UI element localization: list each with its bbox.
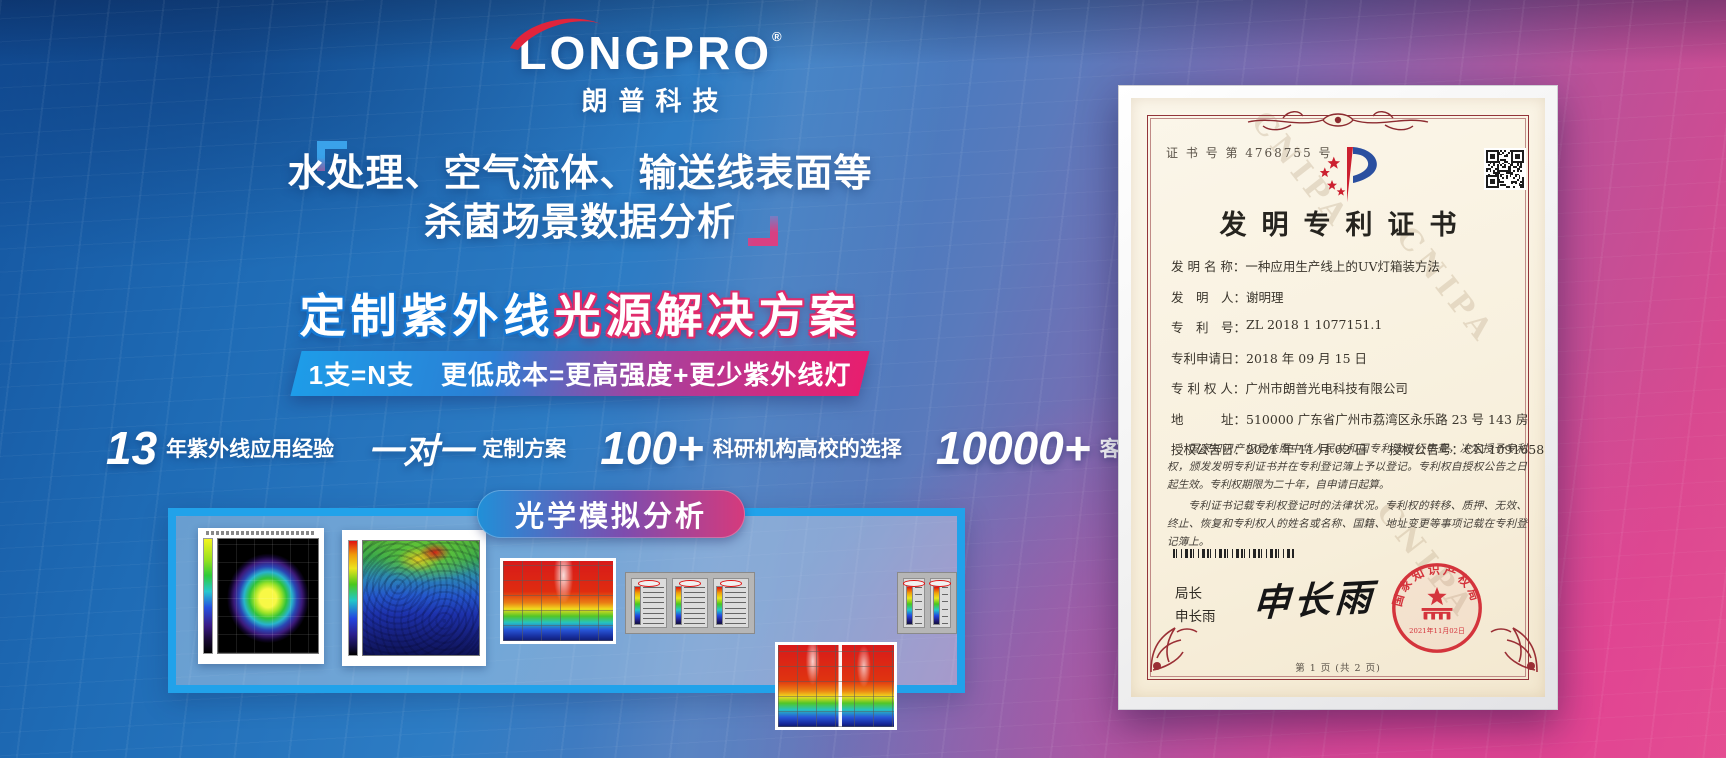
solution-title: 定制紫外线光源解决方案: [230, 280, 930, 346]
director-signature: 申长雨: [1251, 574, 1377, 626]
page-note: 第 1 页 (共 2 页): [1295, 663, 1381, 674]
legend-gradient: [675, 586, 682, 625]
headline: 水处理、空气流体、输送线表面等 杀菌场景数据分析: [230, 150, 930, 247]
stat-one-on-one: 一对一 定制方案: [368, 423, 566, 474]
stat-value: 100+: [600, 422, 704, 474]
stat-label: 科研机构高校的选择: [712, 438, 902, 461]
logo-text: LONGPRO: [518, 27, 772, 79]
noisy-heatmap-plot: [362, 540, 480, 656]
solution-title-left: 定制紫外线: [299, 290, 555, 342]
sim-thumb-legend-panel-1: [625, 572, 755, 634]
legend-ticks: [684, 586, 705, 625]
qr-code: [1484, 148, 1526, 190]
cnipa-logo: [1319, 147, 1377, 202]
certificate-number: 证 书 号 第 4768755 号: [1166, 146, 1333, 160]
stat-value: 一对一: [368, 431, 474, 471]
corner-flourish-left: [1150, 627, 1198, 673]
certificate-body-text: 国家知识产权局依照中华人民共和国专利法进行审查，决定授予专利权，颁发发明专利证书…: [1167, 440, 1527, 551]
registered-mark: ®: [771, 29, 782, 44]
patent-certificate-frame: CNIPA CNIPA CNIPA 证 书 号 第 4768755 号: [1118, 85, 1558, 710]
logo-subtext: 朗普科技: [581, 86, 730, 116]
official-red-seal: 国家知识产权局 2021年11月02日: [1390, 562, 1482, 653]
legend-gradient: [716, 586, 723, 625]
highlight-ellipse: [902, 580, 925, 587]
field-patent-number: 专 利 号： ZL 2018 1 1077151.1: [1171, 317, 1383, 335]
certificate-title: 发明专利证书: [1219, 210, 1472, 241]
stat-experience: 13 年紫外线应用经验: [106, 421, 334, 475]
stats-row: 13 年紫外线应用经验 一对一 定制方案 100+ 科研机构高校的选择 1000…: [106, 421, 1226, 475]
stat-value: 13: [106, 422, 158, 474]
legend-gradient: [906, 586, 913, 625]
thumb-caption-placeholder: [206, 531, 316, 535]
stat-label: 定制方案: [482, 438, 567, 461]
solution-title-right: 光源解决方案: [554, 290, 861, 342]
field-address: 地 址： 510000 广东省广州市荔湾区永乐路 23 号 143 房: [1171, 411, 1529, 427]
sim-thumb-thermal-map-1: [500, 558, 616, 644]
legend-ticks: [941, 586, 948, 625]
director-label: 局长: [1175, 586, 1202, 602]
irradiance-blob-plot: [217, 538, 319, 654]
body-paragraph-2: 专利证书记载专利权登记时的法律状况。专利权的转移、质押、无效、终止、恢复和专利权…: [1167, 499, 1527, 549]
legend-ticks: [915, 586, 922, 625]
highlight-ellipse: [679, 580, 701, 587]
field-grant-date: 授权公告日：2021 年 11 月 02 日: [1171, 442, 1368, 457]
legend-bar: [929, 578, 952, 628]
legend-bar: [713, 578, 749, 628]
color-scale-bar: [203, 538, 213, 654]
brand-logo: LONGPRO® 朗普科技: [490, 18, 810, 118]
sim-thumb-scatter-heatmap: [342, 530, 486, 666]
highlight-ellipse: [929, 580, 952, 587]
stat-value: 10000+: [935, 422, 1091, 474]
director-block: 局长 申长雨: [1175, 583, 1216, 629]
corner-flourish-right: [1490, 627, 1538, 673]
headline-line1: 水处理、空气流体、输送线表面等: [287, 153, 873, 195]
field-grant-number: 授权公告号：CN 109165870 B: [1389, 442, 1545, 457]
seal-emblem: [1421, 586, 1453, 620]
field-inventor: 发 明 人： 谢明理: [1171, 289, 1284, 305]
certificate-fields: 发 明 名 称： 一种应用生产线上的UV灯箱装方法 发 明 人： 谢明理 专 利 号…: [1171, 256, 1545, 458]
legend-gradient: [634, 586, 641, 625]
body-paragraph-1: 国家知识产权局依照中华人民共和国专利法进行审查，决定授予专利权，颁发发明专利证书…: [1167, 443, 1527, 492]
seal-date: 2021年11月02日: [1409, 626, 1465, 635]
certificate-paper: CNIPA CNIPA CNIPA 证 书 号 第 4768755 号: [1131, 98, 1545, 697]
legend-bar: [672, 578, 708, 628]
solution-ribbon: 1支=N支 更低成本=更高强度+更少紫外线灯: [290, 351, 870, 396]
highlight-ellipse: [720, 580, 742, 587]
legend-bar: [902, 578, 925, 628]
legend-bar: [631, 578, 667, 628]
legend-ticks: [643, 586, 664, 625]
quote-close-mark: [748, 216, 778, 246]
sim-thumb-irradiance-map: [198, 528, 324, 664]
simulation-badge: 光学模拟分析: [477, 490, 745, 538]
sim-thumb-thermal-map-2: [775, 642, 897, 730]
legend-ticks: [725, 586, 746, 625]
legend-gradient: [932, 586, 940, 625]
highlight-ellipse: [638, 580, 660, 587]
logo-swoosh-icon: [510, 18, 602, 50]
top-flourish-ornament: [1247, 111, 1429, 131]
field-patentee: 专 利 权 人： 广州市朗普光电科技有限公司: [1171, 381, 1408, 396]
director-name: 申长雨: [1175, 608, 1216, 625]
quote-open-mark: [317, 141, 347, 171]
stat-institutions: 100+ 科研机构高校的选择: [600, 421, 902, 475]
stat-label: 年紫外线应用经验: [166, 438, 335, 461]
headline-line2: 杀菌场景数据分析: [423, 201, 736, 244]
solution-ribbon-text: 1支=N支 更低成本=更高强度+更少紫外线灯: [308, 360, 852, 390]
sim-thumb-legend-panel-2: [897, 572, 957, 634]
field-application-date: 专利申请日： 2018 年 09 月 15 日: [1171, 350, 1368, 366]
field-invention-name: 发 明 名 称： 一种应用生产线上的UV灯箱装方法: [1171, 259, 1440, 274]
barcode: [1173, 549, 1295, 558]
field-grant-row: 授权公告日：2021 年 11 月 02 日 授权公告号：CN 10916587…: [1171, 439, 1545, 458]
color-scale-bar: [348, 540, 358, 656]
